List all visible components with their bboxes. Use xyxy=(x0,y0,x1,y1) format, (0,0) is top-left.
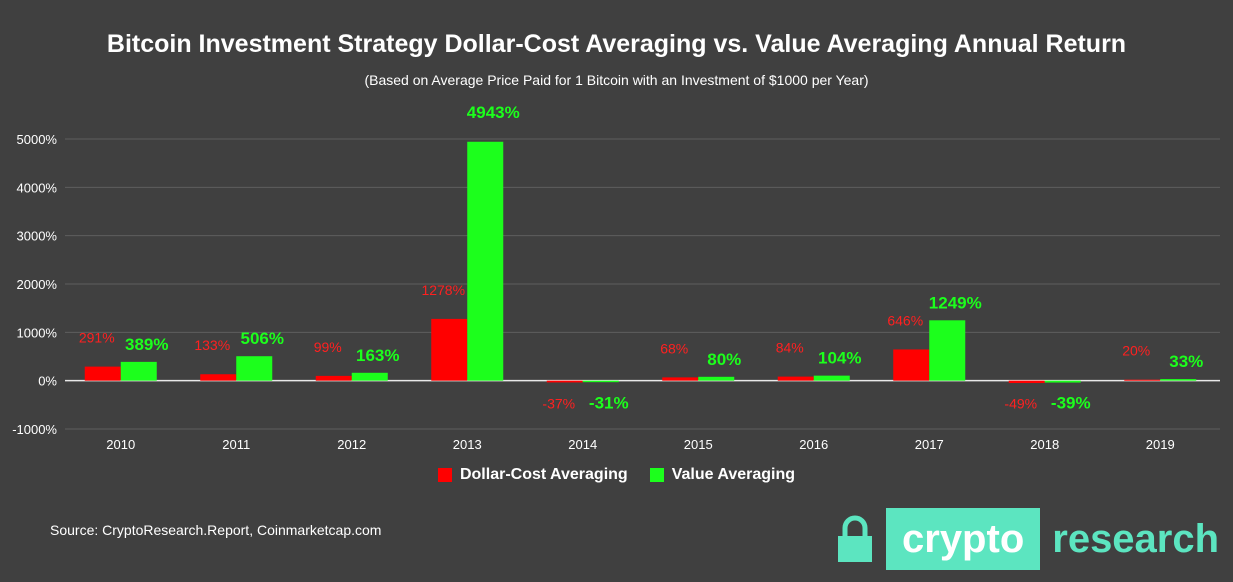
x-tick-label: 2017 xyxy=(915,437,944,452)
data-label-va: -39% xyxy=(1051,394,1091,413)
x-tick-label: 2018 xyxy=(1030,437,1059,452)
y-tick-label: 0% xyxy=(38,374,57,389)
bar-dca xyxy=(200,374,237,381)
data-label-va: 80% xyxy=(707,350,741,369)
x-tick-label: 2019 xyxy=(1146,437,1175,452)
x-tick-label: 2012 xyxy=(337,437,366,452)
legend-label-dca: Dollar-Cost Averaging xyxy=(459,466,628,483)
bar-va xyxy=(1160,379,1197,381)
x-tick-label: 2015 xyxy=(684,437,713,452)
bar-dca xyxy=(777,376,814,381)
x-tick-label: 2011 xyxy=(222,437,250,452)
bar-va xyxy=(1044,380,1081,383)
data-label-va: 4943% xyxy=(467,103,520,122)
source-note: Source: CryptoResearch.Report, Coinmarke… xyxy=(50,522,382,538)
lock-icon xyxy=(838,515,872,562)
data-label-va: 1249% xyxy=(929,293,982,312)
bar-va xyxy=(582,380,619,383)
bar-va xyxy=(698,376,735,381)
brand-logo: crypto research xyxy=(836,508,1219,570)
data-label-dca: 1278% xyxy=(421,282,465,298)
data-label-va: 389% xyxy=(125,335,168,354)
data-label-va: 163% xyxy=(356,346,399,365)
data-label-va: 33% xyxy=(1169,352,1203,371)
bar-dca xyxy=(1124,379,1161,381)
data-label-dca: 291% xyxy=(79,330,115,346)
chart-title: Bitcoin Investment Strategy Dollar-Cost … xyxy=(106,30,1127,58)
x-tick-label: 2010 xyxy=(106,437,135,452)
chart-subtitle: (Based on Average Price Paid for 1 Bitco… xyxy=(364,72,869,88)
y-tick-label: 3000% xyxy=(17,229,58,244)
bar-va xyxy=(236,356,273,381)
legend-item-va: Value Averaging xyxy=(649,466,796,484)
y-tick-label: 1000% xyxy=(17,325,58,340)
data-label-dca: 84% xyxy=(776,340,804,356)
bar-dca xyxy=(431,318,468,381)
bar-va xyxy=(467,141,504,381)
x-tick-label: 2016 xyxy=(799,437,828,452)
data-label-va: 104% xyxy=(818,349,861,368)
x-tick-label: 2014 xyxy=(568,437,597,452)
bar-va xyxy=(929,320,966,381)
bar-dca xyxy=(546,380,583,383)
data-label-va: 506% xyxy=(241,329,284,348)
bar-va xyxy=(813,375,850,381)
bar-dca xyxy=(315,375,352,381)
x-tick-label: 2013 xyxy=(453,437,482,452)
legend-label-va: Value Averaging xyxy=(671,466,796,483)
logo-box-text: crypto xyxy=(886,508,1041,570)
bar-dca xyxy=(1008,380,1045,384)
bar-chart: -1000% 0% 1000% 2000% 3000% 4000% 5000% 2010 291… xyxy=(12,103,1220,452)
legend: Dollar-Cost Averaging Value Averaging xyxy=(0,466,1233,484)
data-label-va: -31% xyxy=(589,394,629,413)
y-tick-label: 2000% xyxy=(17,277,58,292)
bar-dca xyxy=(84,366,121,381)
legend-swatch-va xyxy=(649,468,664,482)
data-label-dca: -49% xyxy=(1004,396,1037,412)
bar-va xyxy=(120,361,157,381)
bar-dca xyxy=(893,349,930,381)
y-tick-label: 4000% xyxy=(17,180,58,195)
y-tick-label: 5000% xyxy=(17,132,58,147)
logo-text: research xyxy=(1052,516,1220,561)
data-label-dca: 133% xyxy=(194,337,230,353)
legend-item-dca: Dollar-Cost Averaging xyxy=(437,466,628,484)
data-label-dca: 68% xyxy=(660,340,688,356)
y-tick-label: -1000% xyxy=(12,422,57,437)
data-label-dca: 646% xyxy=(887,312,923,328)
bar-va xyxy=(351,372,388,381)
data-label-dca: 20% xyxy=(1122,343,1150,359)
data-label-dca: -37% xyxy=(542,396,575,412)
bar-dca xyxy=(662,377,699,381)
legend-swatch-dca xyxy=(437,468,452,482)
data-label-dca: 99% xyxy=(314,339,342,355)
